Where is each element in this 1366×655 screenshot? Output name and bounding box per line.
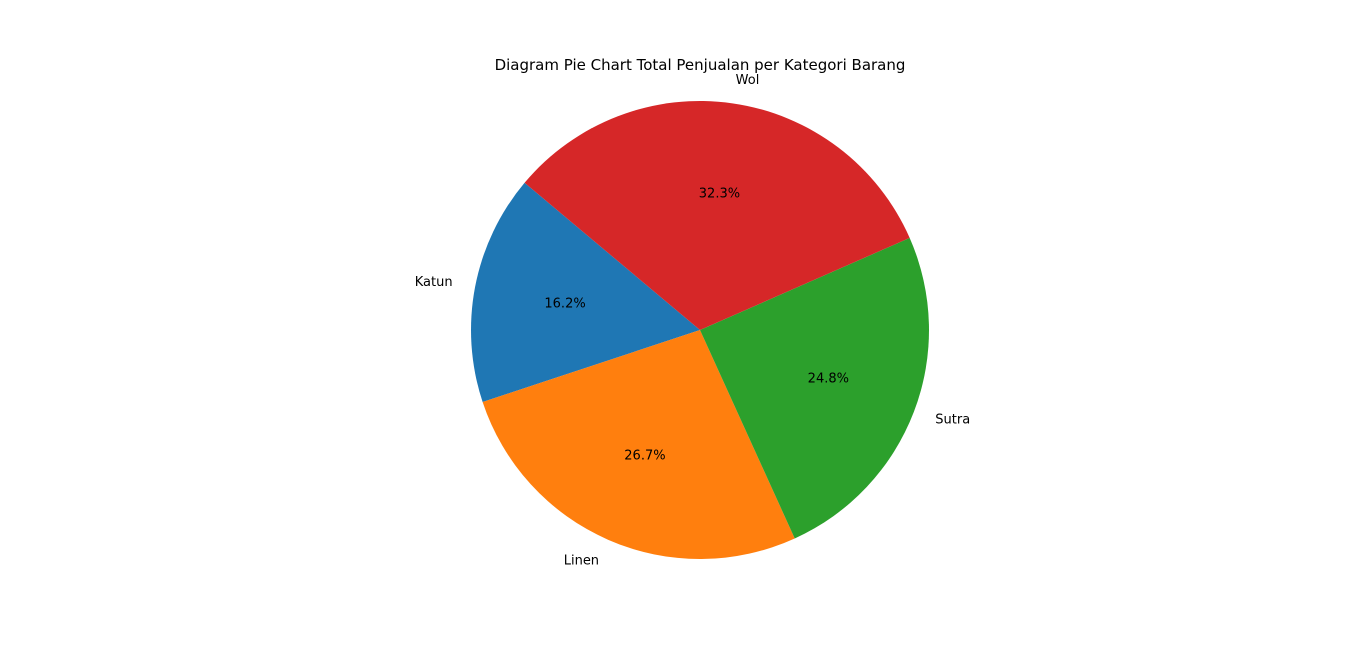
pie-slice-linen — [482, 330, 795, 559]
slice-percent-wol: 32.3% — [699, 186, 740, 201]
pie-slice-sutra — [700, 237, 929, 539]
pie-labels: Katun 16.2% Linen 26.7% Sutra 24.8% Wol 32.3% — [415, 73, 970, 568]
chart-title: Diagram Pie Chart Total Penjualan per Ka… — [495, 56, 906, 74]
slice-label-sutra: Sutra — [935, 412, 970, 427]
slice-label-wol: Wol — [736, 73, 760, 88]
slice-percent-linen: 26.7% — [624, 448, 665, 463]
pie-slice-wol — [524, 101, 910, 330]
slice-percent-sutra: 24.8% — [808, 372, 849, 387]
slice-percent-katun: 16.2% — [544, 297, 585, 312]
slice-label-linen: Linen — [564, 553, 599, 568]
slice-label-katun: Katun — [415, 275, 453, 290]
pie-slices — [471, 101, 929, 559]
pie-slice-katun — [471, 182, 700, 402]
